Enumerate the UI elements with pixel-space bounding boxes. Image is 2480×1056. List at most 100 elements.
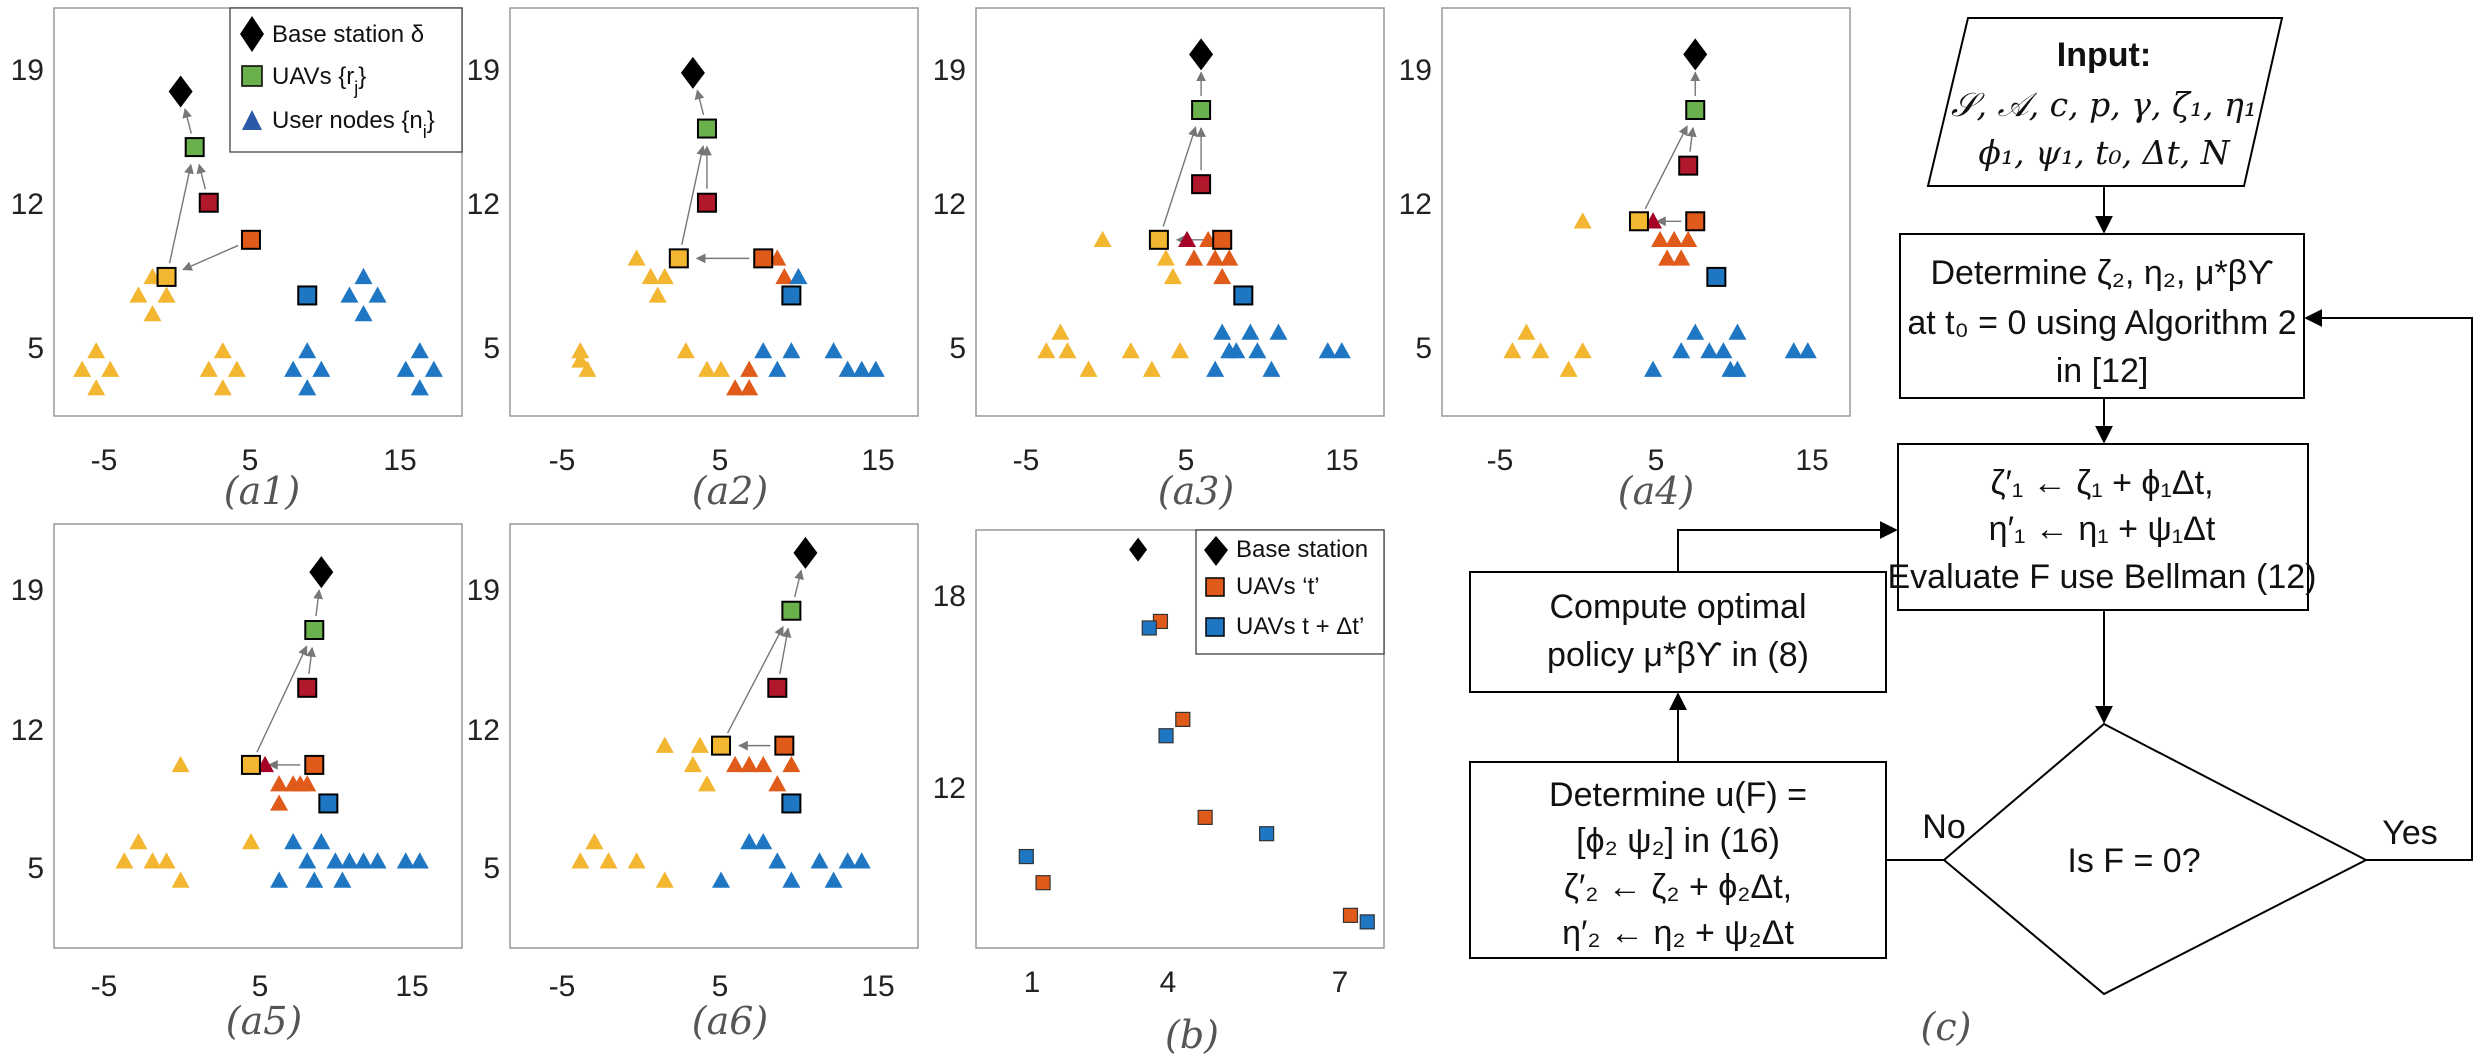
uav-t-square: [1342, 907, 1359, 923]
uav-square: [304, 620, 325, 640]
input-title: Input:: [2057, 36, 2151, 74]
user-node-triangle: [1262, 360, 1281, 377]
caption-a3: (a3): [1158, 469, 1234, 513]
plot-a4-marks: [1503, 38, 1817, 377]
input-line2: ϕ₁, ψ₁, t₀, Δt, N: [1978, 133, 2230, 172]
a2-ytick-2: 12: [467, 188, 500, 221]
uav-square: [696, 192, 717, 213]
user-node-triangle: [340, 286, 359, 303]
user-node-triangle: [866, 360, 885, 377]
base-station-diamond: [793, 536, 818, 569]
user-node-triangle: [410, 342, 429, 359]
user-node-triangle: [852, 852, 871, 869]
legend-b-diamond-icon: [1204, 536, 1228, 566]
user-node-triangle: [396, 852, 415, 869]
user-node-triangle: [1163, 267, 1182, 285]
a5-xtick-2: 5: [252, 970, 269, 1003]
legend-b-uav-t-label: UAVs ‘t’: [1236, 573, 1320, 600]
uav-square: [1628, 211, 1649, 232]
user-node-triangle: [768, 775, 787, 792]
user-node-triangle: [754, 755, 773, 773]
plot-a5-frame: [53, 523, 463, 949]
user-node-triangle: [1714, 342, 1733, 359]
user-node-triangle: [740, 360, 759, 377]
link-arrow: [1644, 125, 1688, 210]
user-node-triangle: [697, 775, 716, 792]
user-node-triangle: [1784, 342, 1803, 359]
user-node-triangle: [213, 379, 232, 396]
user-node-triangle: [312, 360, 331, 377]
uav-square: [774, 735, 795, 756]
link-arrow: [168, 163, 194, 264]
uav-tdt-square: [1359, 914, 1375, 930]
user-node-triangle: [1051, 323, 1070, 340]
input-parallelogram: [1926, 17, 2284, 187]
a4-xtick-1: -5: [1487, 444, 1514, 477]
determine-box: [1899, 233, 2305, 399]
user-node-triangle: [852, 360, 871, 377]
user-node-triangle: [1185, 249, 1204, 266]
uav-square: [1148, 229, 1169, 250]
arrow-policy-to-update: [1677, 521, 1898, 572]
user-node-triangle: [1700, 342, 1719, 359]
user-node-triangle: [340, 852, 359, 869]
determine-line1: Determine ζ₂, η₂, μ*βϒ: [1930, 254, 2273, 292]
uav-square: [753, 248, 774, 269]
uav-t-square: [1197, 809, 1213, 825]
input-line1: 𝒮, 𝒜, c, p, γ, ζ₁, η₁: [1951, 85, 2257, 124]
base-station-diamond: [1189, 38, 1214, 71]
user-node-triangle: [270, 794, 289, 811]
base-station-diamond: [680, 56, 705, 89]
user-node-triangle: [585, 833, 604, 850]
user-node-triangle: [1531, 342, 1550, 359]
user-node-triangle: [284, 360, 303, 377]
a4-ytick-1: 5: [1415, 332, 1432, 365]
uav-square: [1191, 100, 1212, 120]
a1-xtick-2: 5: [242, 444, 259, 477]
user-node-triangle: [726, 755, 745, 773]
no-label: No: [1922, 808, 1965, 846]
a2-xtick-2: 5: [712, 444, 729, 477]
user-node-triangle: [655, 871, 674, 888]
user-node-triangle: [782, 755, 801, 773]
uav-t-square: [1035, 875, 1051, 891]
user-node-triangle: [1227, 342, 1246, 359]
user-node-triangle: [87, 379, 106, 396]
user-node-triangle: [1213, 323, 1232, 340]
uav-square: [240, 229, 261, 250]
user-node-triangle: [305, 871, 324, 888]
user-node-triangle: [368, 286, 387, 303]
user-node-triangle: [1658, 249, 1677, 266]
legend-b: Base station UAVs ‘t’ UAVs t + Δt’: [1195, 529, 1385, 655]
a6-xtick-1: -5: [549, 970, 576, 1003]
uav-square: [781, 285, 802, 306]
user-node-triangle: [838, 852, 857, 869]
user-node-triangle: [578, 360, 597, 377]
link-arrow: [1162, 126, 1198, 227]
user-node-triangle: [1213, 267, 1232, 285]
decision-label: Is F = 0?: [2067, 842, 2200, 880]
a2-ytick-1: 5: [483, 332, 500, 365]
user-node-triangle: [655, 267, 674, 285]
caption-a2: (a2): [692, 469, 768, 513]
user-node-triangle: [1269, 323, 1288, 340]
a1-xtick-3: 15: [383, 444, 416, 477]
user-node-triangle: [599, 852, 618, 869]
uav-square: [1233, 285, 1254, 306]
a5-ytick-2: 12: [11, 714, 44, 747]
a4-ytick-2: 12: [1399, 188, 1432, 221]
a4-xtick-3: 15: [1795, 444, 1828, 477]
user-node-triangle: [648, 286, 667, 303]
user-node-triangle: [298, 775, 317, 792]
uav-tdt-square: [1158, 728, 1174, 744]
a2-xtick-1: -5: [549, 444, 576, 477]
user-node-triangle: [1093, 230, 1112, 248]
user-node-triangle: [410, 379, 429, 396]
user-node-triangle: [754, 342, 773, 359]
user-node-triangle: [1679, 230, 1698, 248]
uav-square: [1685, 211, 1706, 232]
b-xtick-2: 4: [1160, 966, 1177, 999]
uav-square: [1212, 229, 1233, 250]
user-node-triangle: [1206, 249, 1225, 266]
user-node-triangle: [354, 267, 373, 285]
